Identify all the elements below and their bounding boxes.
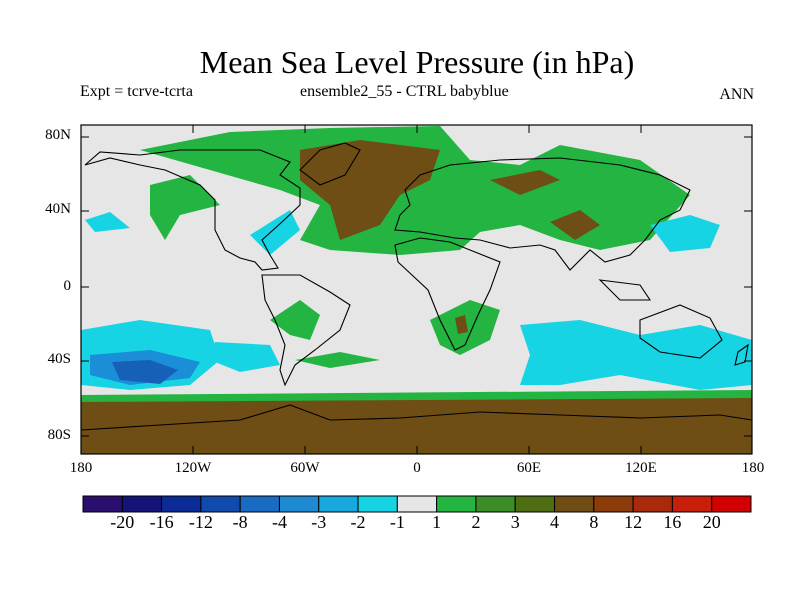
colorbar-label: -4 (271, 512, 287, 532)
experiment-label: Expt = tcrve-tcrta (80, 83, 193, 100)
colorbar-label: -1 (389, 512, 405, 532)
colorbar-label: -8 (232, 512, 248, 532)
australia-coast (639, 304, 723, 359)
north-america-coast (84, 149, 301, 271)
season-label: ANN (719, 86, 754, 103)
colorbar-swatch (593, 495, 634, 513)
colorbar-swatch (318, 495, 359, 513)
kalahari-core (455, 315, 468, 334)
colorbar-swatch (554, 495, 595, 513)
colorbar-swatch (514, 495, 556, 513)
colorbar-label: 1 (432, 512, 442, 532)
colorbar-label: 16 (663, 512, 682, 532)
south-atlantic-positive (295, 352, 380, 368)
antarctica-coast (80, 404, 753, 431)
ensemble-label: ensemble2_55 - CTRL babyblue (300, 83, 509, 100)
greenland-coast (299, 142, 361, 186)
colorbar-swatch (239, 495, 280, 513)
lon-tick-180e: 180 (741, 460, 765, 476)
colorbar-swatch (121, 495, 163, 513)
colorbar-swatch (436, 495, 477, 513)
colorbar-label: 4 (550, 512, 560, 532)
colorbar-swatch (357, 495, 398, 513)
colorbar-swatch (161, 495, 202, 513)
colorbar-swatch (278, 495, 320, 513)
tibet-core (550, 210, 600, 240)
colorbar-label: -3 (311, 512, 327, 532)
colorbar-label: 3 (510, 512, 520, 532)
south-pacific-core (112, 360, 178, 384)
pacific-positive (150, 175, 220, 240)
colorbar-label: -12 (188, 512, 213, 532)
indonesia-coast (598, 279, 652, 301)
east-pacific-negative (85, 212, 130, 232)
lat-tick-40n: 40N (45, 201, 71, 217)
colorbar-swatch (711, 495, 752, 513)
north-atlantic-core (300, 140, 440, 240)
south-america-positive (270, 300, 320, 340)
colorbar-swatch (632, 495, 673, 513)
lon-tick-120e: 120E (625, 460, 657, 476)
colorbar-swatch (82, 495, 123, 513)
colorbar-label: 2 (471, 512, 481, 532)
colorbar-label: 20 (702, 512, 721, 532)
colorbar-label: -2 (350, 512, 366, 532)
eurasia-coast (394, 157, 691, 271)
new-zealand-coast (734, 343, 749, 366)
southern-indian-negative (520, 320, 752, 390)
colorbar-swatch (475, 495, 516, 513)
caribbean-negative (250, 210, 300, 255)
colorbar-label: -16 (149, 512, 174, 532)
lat-tick-80s: 80S (47, 427, 71, 443)
lon-tick-60e: 60E (516, 460, 542, 476)
colorbar-swatch (671, 495, 713, 513)
lon-tick-180w: 180 (69, 460, 93, 476)
colorbar-swatch (396, 495, 438, 513)
colorbar (82, 495, 752, 513)
lat-tick-0: 0 (63, 278, 72, 294)
south-america-coast (261, 274, 351, 387)
drake-negative (210, 342, 280, 372)
north-pacific-negative (650, 215, 720, 252)
antarctic-high-core (81, 398, 752, 454)
africa-coast (394, 237, 501, 351)
lat-tick-80n: 80N (45, 127, 71, 143)
lon-tick-60w: 60W (290, 460, 320, 476)
colorbar-swatch (200, 495, 241, 513)
colorbar-label: -20 (110, 512, 135, 532)
lon-tick-0: 0 (413, 460, 421, 476)
chart-title: Mean Sea Level Pressure (in hPa) (199, 44, 635, 80)
colorbar-label: 8 (589, 512, 599, 532)
lon-tick-120w: 120W (174, 460, 212, 476)
colorbar-label: 12 (624, 512, 643, 532)
central-asia-core (490, 170, 560, 195)
lat-tick-40s: 40S (47, 351, 71, 367)
